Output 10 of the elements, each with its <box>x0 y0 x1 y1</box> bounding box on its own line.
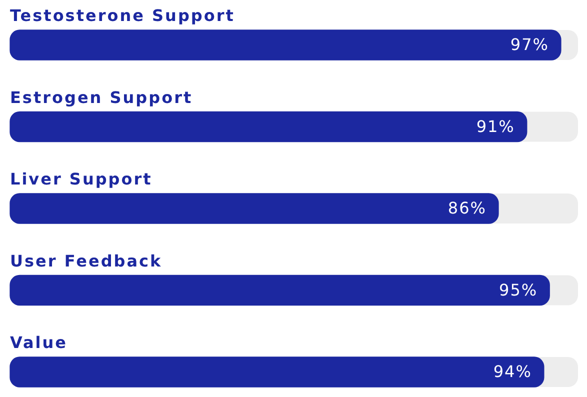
y-tick-label: User Feedback <box>10 251 162 270</box>
data-label: 86% <box>448 198 486 218</box>
y-tick-label: Estrogen Support <box>10 88 193 107</box>
y-tick-label: Testosterone Support <box>10 6 235 25</box>
y-tick-label: Value <box>10 333 68 352</box>
data-label: 91% <box>476 116 515 136</box>
data-label: 97% <box>510 35 549 54</box>
y-tick-label: Liver Support <box>10 170 152 188</box>
data-label: 95% <box>499 280 538 300</box>
data-label: 94% <box>493 362 532 382</box>
